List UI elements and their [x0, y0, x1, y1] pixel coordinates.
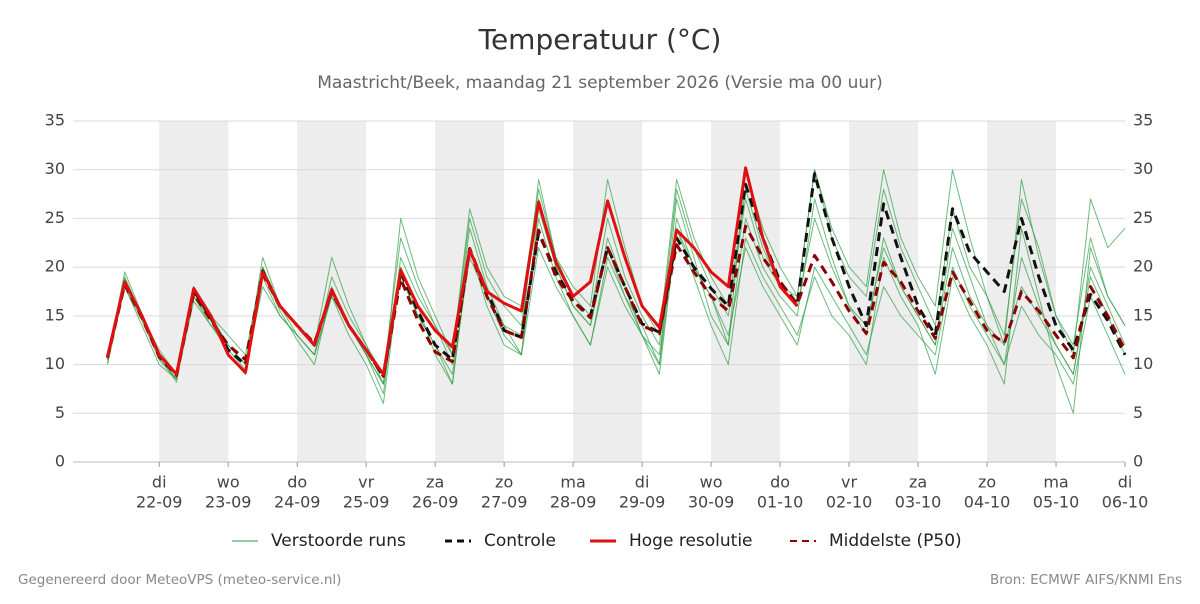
- x-tick-date: 26-09: [412, 493, 459, 512]
- x-tick-label: vr: [358, 473, 374, 492]
- y-tick-label: 10: [45, 354, 65, 373]
- ensemble-line: [107, 227, 1126, 385]
- day-band: [849, 121, 919, 462]
- y-tick-label: 20: [45, 257, 65, 276]
- x-tick-date: 22-09: [136, 493, 183, 512]
- chart-subtitle: Maastricht/Beek, maandag 21 september 20…: [317, 73, 883, 93]
- y-tick-label-right: 15: [1133, 305, 1153, 324]
- x-tick-date: 23-09: [205, 493, 252, 512]
- y-tick-label: 5: [55, 403, 65, 422]
- y-tick-label-right: 5: [1133, 403, 1143, 422]
- x-tick-label: di: [1118, 473, 1133, 492]
- chart-title: Temperatuur (°C): [478, 23, 722, 56]
- x-tick-label: wo: [700, 473, 723, 492]
- y-tick-label: 35: [45, 111, 65, 130]
- x-tick-date: 24-09: [274, 493, 321, 512]
- day-band: [435, 121, 505, 462]
- y-tick-label-right: 0: [1133, 452, 1143, 471]
- legend-label: Verstoorde runs: [271, 531, 406, 551]
- x-tick-date: 29-09: [619, 493, 666, 512]
- x-tick-label: za: [909, 473, 927, 492]
- x-tick-date: 28-09: [550, 493, 597, 512]
- footer-credit: Gegenereerd door MeteoVPS (meteo-service…: [18, 572, 341, 588]
- x-tick-label: zo: [978, 473, 996, 492]
- x-tick-label: ma: [560, 473, 585, 492]
- footer-source: Bron: ECMWF AIFS/KNMI Ens: [990, 572, 1182, 588]
- y-tick-label-right: 30: [1133, 159, 1153, 178]
- x-tick-label: za: [426, 473, 444, 492]
- x-tick-date: 02-10: [826, 493, 873, 512]
- x-tick-label: vr: [841, 473, 857, 492]
- x-tick-label: ma: [1043, 473, 1068, 492]
- x-tick-date: 27-09: [481, 493, 528, 512]
- y-tick-label-right: 10: [1133, 354, 1153, 373]
- x-tick-date: 25-09: [343, 493, 390, 512]
- y-tick-label: 0: [55, 452, 65, 471]
- ensemble-line: [107, 217, 1126, 414]
- y-tick-label-right: 20: [1133, 257, 1153, 276]
- x-tick-label: do: [287, 473, 307, 492]
- legend-label: Middelste (P50): [829, 531, 962, 551]
- x-tick-label: di: [635, 473, 650, 492]
- x-tick-label: do: [770, 473, 790, 492]
- x-tick-date: 06-10: [1102, 493, 1149, 512]
- y-tick-label: 25: [45, 208, 65, 227]
- x-tick-date: 01-10: [757, 493, 804, 512]
- y-tick-label-right: 35: [1133, 111, 1153, 130]
- x-tick-date: 03-10: [895, 493, 942, 512]
- x-tick-label: wo: [217, 473, 240, 492]
- day-band: [573, 121, 643, 462]
- legend-label: Hoge resolutie: [629, 531, 753, 551]
- x-tick-label: zo: [495, 473, 513, 492]
- legend-label: Controle: [484, 531, 556, 551]
- y-tick-label: 30: [45, 159, 65, 178]
- ensemble-line: [107, 198, 1126, 385]
- x-tick-label: di: [152, 473, 167, 492]
- y-tick-label: 15: [45, 305, 65, 324]
- y-tick-label-right: 25: [1133, 208, 1153, 227]
- series-line: [106, 166, 799, 376]
- x-tick-date: 04-10: [964, 493, 1011, 512]
- x-tick-date: 30-09: [688, 493, 735, 512]
- x-tick-date: 05-10: [1033, 493, 1080, 512]
